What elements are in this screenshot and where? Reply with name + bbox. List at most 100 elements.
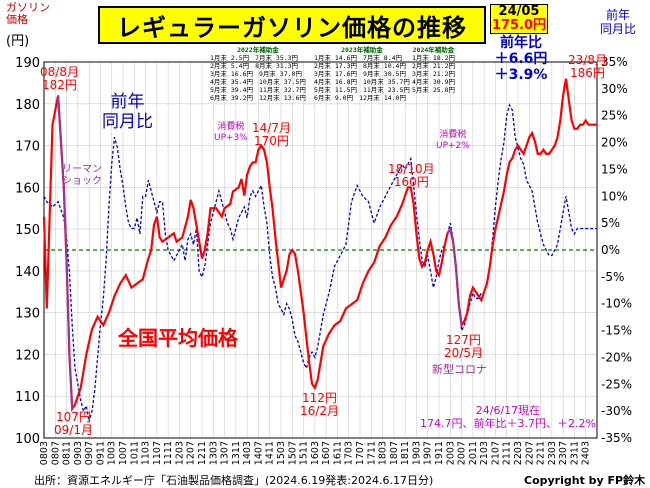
subsidy-row: 4月末 16.8円 10月末 35.7円 [314,78,410,86]
x-tick-label: 0807 [50,441,61,465]
subsidy-row: 1月末 2.5円 7月末 35.3円 [210,54,306,62]
annotation-2016-low: 112円 16/2月 [300,392,339,418]
right-tick-label: 30% [601,82,628,96]
subsidy-cell: 8月末 10.4円 [362,62,406,70]
annotation-tax-2014: 消費税 UP+3% [214,122,248,144]
yoy-label-line2: 同月比 [102,112,153,132]
left-tick-label: 130 [15,307,40,322]
subsidy-row: 5月末 11.5円 11月末 23.5円 [314,86,410,94]
x-tick-label: 1107 [152,441,163,465]
subsidy-cell: 9月末 37.0円 [258,70,302,78]
left-tick-label: 110 [15,390,40,405]
subsidy-row: 4月末 30.9円 [412,78,455,86]
x-tick-label: 2303 [547,441,558,465]
annotation-2020-low: 127円 20/5月 [444,334,483,360]
annotation-lehman: リーマン ショック [62,164,102,188]
annotation-line: UP+2% [436,141,470,151]
subsidy-row: 6月末 9.0円 12月末 14.0円 [314,94,410,102]
right-tick-label: -35% [601,431,632,445]
annotation-tax-2019: 消費税 UP+2% [436,130,470,152]
x-tick-label: 1803 [378,441,389,465]
annotation-line: 16/2月 [300,404,339,418]
x-tick-label: 1111 [163,441,174,465]
annotation-current: 24/6/17現在 174.7円、前年比＋3.7円、＋2.2% [420,404,596,430]
annotation-2014-peak: 14/7月 170円 [252,122,291,148]
right-tick-label: -25% [601,377,632,391]
right-axis-title-line2: 同月比 [600,22,637,36]
annotation-line: 160円 [393,175,429,189]
latest-yoy-block: 前年比 ＋6.6円 ＋3.9% [486,35,556,83]
left-axis-title-line2: 価格 [6,13,28,26]
x-tick-label: 2307 [558,441,569,465]
x-tick-label: 2103 [479,441,490,465]
annotation-line: 24/6/17現在 [475,404,541,417]
latest-value-box: 24/05 175.0円 [490,4,548,34]
right-tick-label: -10% [601,297,632,311]
x-tick-label: 2107 [490,441,501,465]
annotation-line: 09/1月 [54,423,93,437]
left-tick-label: 170 [15,140,40,155]
x-tick-label: 1811 [400,441,411,465]
subsidy-row: 6月末 39.2円 12月末 13.6円 [210,94,306,102]
right-tick-label: 0% [601,243,620,257]
x-tick-label: 2011 [468,441,479,465]
annotation-line: 消費税 [217,122,245,132]
annotation-line: 107円 [56,410,91,424]
x-tick-label: 1407 [253,441,264,465]
right-tick-label: 10% [601,189,628,203]
subsidy-heading: 2023年補助金 [341,46,383,54]
annotation-2009-low: 107円 09/1月 [54,411,93,437]
subsidy-cell: 1月末 18.2円 [412,54,455,62]
x-tick-label: 1403 [242,441,253,465]
subsidy-row: 2月末 21.2円 [412,62,455,70]
price-series-line [42,78,597,413]
subsidy-cell: 5月末 25.8円 [412,86,455,94]
x-tick-label: 1311 [231,441,242,465]
x-tick-label: 2403 [581,441,592,465]
right-tick-label: 5% [601,216,620,230]
annotation-line: 20/5月 [444,346,483,360]
x-tick-label: 2003 [445,441,456,465]
x-tick-label: 1103 [141,441,152,465]
x-tick-label: 1207 [186,441,197,465]
x-tick-label: 2207 [524,441,535,465]
left-tick-label: 120 [15,348,40,363]
left-tick-label: 100 [15,432,40,447]
subsidy-cell: 7月末 8.4円 [362,54,403,62]
subsidy-cell: 4月末 16.8円 [314,78,357,86]
x-tick-label: 1603 [310,441,321,465]
annotation-2023-peak: 23/8月 186円 [568,54,607,80]
latest-date: 24/05 [498,4,540,19]
subsidy-table-2023: 2023年補助金 1月末 14.6円 7月末 8.4円 2月末 17.3円 8月末 … [314,46,410,102]
subsidy-cell: 6月末 9.0円 [314,94,354,102]
subsidy-heading: 2022年補助金 [237,46,279,54]
subsidy-cell: 2月末 5.4円 [210,62,250,70]
subsidy-row: 2月末 17.3円 8月末 10.4円 [314,62,410,70]
left-tick-label: 180 [15,98,40,113]
x-tick-label: 1807 [389,441,400,465]
x-tick-label: 1011 [129,441,140,465]
subsidy-cell: 1月末 2.5円 [210,54,250,62]
subsidy-row: 2月末 5.4円 8月末 31.3円 [210,62,306,70]
subsidy-cell: 1月末 14.6円 [314,54,357,62]
subsidy-table-2022: 2022年補助金 1月末 2.5円 7月末 35.3円 2月末 5.4円 8月末 3… [210,46,306,102]
left-axis-title: ガソリン 価格 [6,2,50,26]
right-tick-label: -30% [601,404,632,418]
right-tick-label: 15% [601,162,628,176]
right-tick-label: 25% [601,109,628,123]
annotation-line: 182円 [42,78,77,92]
subsidy-cell: 5月末 11.5円 [314,86,357,94]
annotation-line: 消費税 [439,130,467,140]
x-tick-label: 1007 [118,441,129,465]
subsidy-heading: 2024年補助金 [412,46,455,54]
right-tick-label: -5% [601,270,624,284]
x-tick-label: 0907 [84,441,95,465]
annotation-line: 23/8月 [568,53,607,67]
subsidy-cell: 10月末 37.5円 [258,78,306,86]
subsidy-row: 3月末 21.2円 [412,70,455,78]
right-tick-label: -20% [601,350,632,364]
x-tick-label: 0911 [95,441,106,465]
x-tick-label: 1411 [265,441,276,465]
chart-title: レギュラーガソリン価格の推移 [98,6,486,44]
